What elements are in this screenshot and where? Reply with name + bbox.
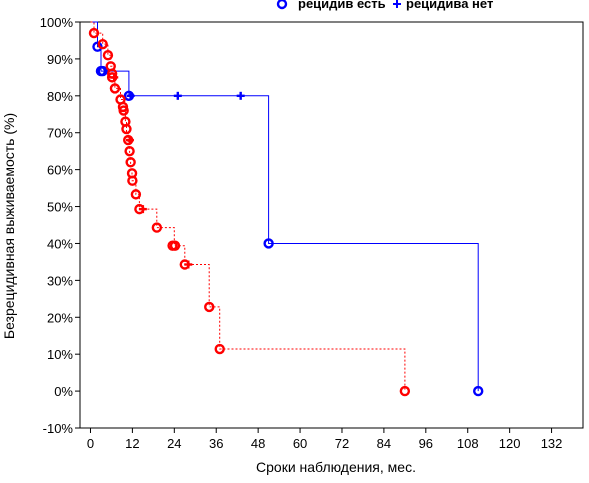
y-axis-label: Безрецидивная выживаемость (%) <box>1 113 17 339</box>
x-tick-label: 108 <box>457 436 479 451</box>
series-2-event-marker <box>130 189 142 200</box>
legend-label-relapse: рецидив есть <box>298 0 386 11</box>
series-1-event-marker <box>473 385 484 397</box>
series-2-censored-marker <box>110 73 119 82</box>
legend-plus-icon <box>393 0 401 8</box>
series-1-event-marker <box>92 41 103 52</box>
x-tick-label: 48 <box>251 436 265 451</box>
y-tick-label: 0% <box>54 384 73 399</box>
series-2-event-marker <box>127 175 138 186</box>
y-tick-label: 70% <box>47 126 73 141</box>
series-2-event-marker <box>151 222 163 233</box>
y-tick-label: 60% <box>47 163 73 178</box>
series-1-event-marker <box>97 65 108 77</box>
series-2-event-marker <box>125 157 136 168</box>
x-tick-label: 96 <box>419 436 433 451</box>
x-tick-label: 72 <box>335 436 349 451</box>
x-tick-label: 12 <box>125 436 139 451</box>
series-2-event-marker <box>102 50 114 61</box>
x-tick-label: 24 <box>167 436 181 451</box>
x-tick-label: 132 <box>541 436 563 451</box>
series-2-event-marker <box>97 38 108 50</box>
series-2-event-marker <box>169 240 181 251</box>
x-tick-label: 84 <box>377 436 391 451</box>
axes-group: 0 12 24 36 48 60 72 84 96 108 120 132 -10% 0% 10% 20% 30… <box>40 15 584 451</box>
x-axis-label: Сроки наблюдения, мес. <box>256 459 416 475</box>
x-tick-label: 60 <box>293 436 307 451</box>
legend-circle-icon <box>276 0 288 10</box>
series-2-event-marker <box>118 105 129 116</box>
y-tick-label: 30% <box>47 273 73 288</box>
series-2-event-marker <box>121 123 132 135</box>
y-tick-label: 80% <box>47 89 73 104</box>
series-1-step-line <box>90 21 479 392</box>
series-1-censored-marker <box>236 91 245 100</box>
series-1-censored-marker <box>126 91 135 100</box>
x-tick-label: 36 <box>209 436 223 451</box>
x-tick-label: 120 <box>499 436 521 451</box>
series-1-event-marker <box>263 238 274 249</box>
y-tick-label: 50% <box>47 200 73 215</box>
y-tick-label: 40% <box>47 236 73 251</box>
series-2-event-marker <box>88 27 100 39</box>
series-2-event-marker <box>124 145 135 157</box>
series-2-event-marker <box>214 343 225 355</box>
y-tick-label: -10% <box>43 421 74 436</box>
y-tick-label: 90% <box>47 52 73 67</box>
y-tick-label: 100% <box>40 15 74 30</box>
plot-frame <box>79 21 584 429</box>
series-2-censored-marker <box>125 136 134 145</box>
series-2-censored-marker <box>184 260 193 269</box>
legend-group: рецидив есть рецидива нет <box>276 0 493 11</box>
series-2-event-marker <box>204 301 215 313</box>
legend-label-no-relapse: рецидива нет <box>406 0 493 11</box>
series-group <box>88 21 484 397</box>
series-2-event-marker <box>109 83 121 94</box>
series-2-event-marker <box>399 385 411 397</box>
y-tick-label: 10% <box>47 347 73 362</box>
y-tick-label: 20% <box>47 310 73 325</box>
series-2-censored-marker <box>138 205 147 214</box>
series-1-censored-marker <box>173 91 182 100</box>
x-tick-label: 0 <box>87 436 94 451</box>
